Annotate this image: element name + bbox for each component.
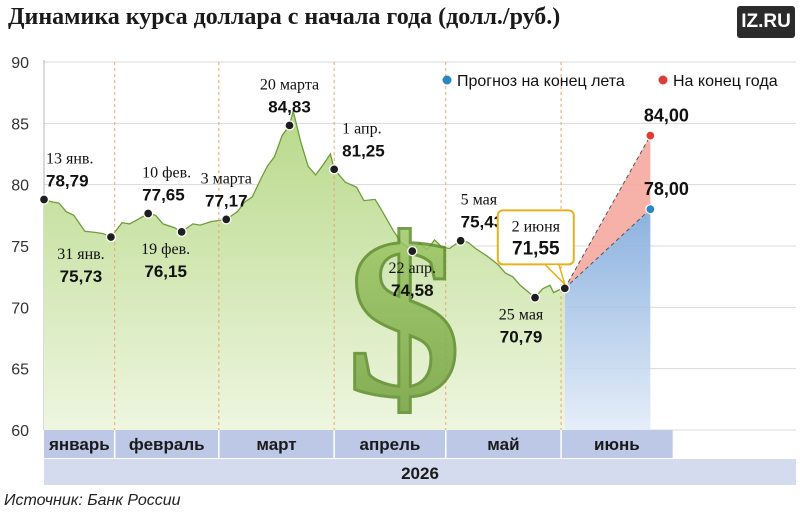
y-tick-label: 80 (11, 178, 29, 195)
data-label-date: 10 фев. (142, 164, 191, 181)
year-cell (44, 459, 796, 485)
month-cell (561, 430, 673, 458)
y-tick-label: 85 (11, 116, 29, 133)
month-cell (334, 430, 446, 458)
forecast-year-point (645, 130, 656, 141)
data-point (407, 246, 418, 257)
data-point (455, 235, 466, 246)
forecast-summer-line (564, 208, 651, 289)
data-point (329, 164, 340, 175)
callout-box (496, 209, 575, 266)
legend-label-year: На конец года (673, 73, 778, 90)
month-label: апрель (360, 435, 421, 454)
year-label: 2026 (401, 464, 439, 483)
data-label-date: 25 мая (499, 307, 544, 324)
source-note: Источник: Банк России (4, 492, 181, 509)
month-separators (114, 62, 562, 430)
y-axis: 60 65 70 75 80 85 90 (11, 55, 45, 440)
data-label-value: 71,55 (512, 238, 560, 259)
month-label: январь (48, 435, 110, 454)
month-label: февраль (129, 435, 205, 454)
month-label: июнь (594, 435, 640, 454)
legend: Прогноз на конец лета На конец года (442, 73, 778, 90)
data-label-value: 76,15 (144, 262, 187, 281)
callout-pointer (542, 263, 566, 285)
data-label-value: 84,83 (268, 97, 311, 116)
data-label-value: 77,65 (142, 185, 185, 204)
month-cell (114, 430, 219, 458)
rate-line (43, 110, 565, 299)
data-point (221, 214, 232, 225)
data-point (176, 226, 187, 238)
chart-title: Динамика курса доллара с начала года (до… (8, 4, 561, 30)
legend-marker-year (658, 75, 668, 85)
forecast (564, 135, 651, 430)
month-label: март (256, 435, 296, 454)
data-label-date: 3 марта (201, 170, 252, 187)
y-tick-label: 75 (11, 239, 29, 256)
izru-logo[interactable]: IZ.RU (737, 6, 795, 38)
forecast-summer-value: 78,00 (644, 179, 689, 199)
data-label-date: 19 фев. (141, 241, 190, 258)
data-label-value: 75,43 (461, 213, 504, 232)
data-point (284, 120, 295, 131)
dollar-sign-icon: $ (345, 189, 463, 447)
data-labels: 78,00 84,00 13 янв. 78,79 31 янв. 75,73 10 фев… (46, 76, 689, 346)
y-tick-label: 70 (11, 300, 29, 317)
data-label-date: 20 марта (260, 76, 319, 93)
y-tick-label: 60 (11, 423, 29, 440)
data-point (105, 231, 117, 243)
x-axis: январь февраль март апрель май июнь 2026 (44, 430, 796, 485)
data-label-value: 78,79 (46, 172, 89, 191)
data-label-value: 77,17 (205, 191, 248, 210)
data-point (559, 283, 570, 294)
legend-label-summer: Прогноз на конец лета (457, 73, 625, 90)
forecast-summer-point (645, 204, 656, 215)
data-label-value: 74,58 (391, 281, 434, 300)
data-point (143, 208, 154, 219)
data-point (38, 194, 50, 205)
legend-marker-summer (442, 75, 452, 85)
month-cell (44, 430, 115, 458)
data-label-date: 5 мая (461, 192, 498, 209)
data-label-value: 75,73 (60, 267, 103, 286)
y-tick-label: 90 (11, 55, 29, 72)
rate-area (43, 110, 565, 430)
data-point (529, 292, 541, 303)
data-label-date: 13 янв. (46, 151, 93, 168)
forecast-year-line (564, 135, 651, 289)
y-tick-label: 65 (11, 362, 29, 379)
data-label-value: 81,25 (342, 141, 385, 160)
data-label-date: 1 апр. (342, 120, 381, 137)
forecast-year-value: 84,00 (644, 106, 689, 126)
data-label-value: 70,79 (500, 328, 543, 347)
month-cell (218, 430, 335, 458)
data-label-date: 31 янв. (57, 246, 104, 263)
data-label-date: 22 апр. (389, 260, 436, 277)
month-cell (445, 430, 562, 458)
month-label: май (487, 435, 519, 454)
forecast-summer-area (564, 209, 651, 430)
rate-area-fill (44, 111, 565, 430)
data-label-date: 2 июня (512, 218, 561, 235)
data-points (38, 120, 656, 303)
svg-text:$: $ (347, 190, 462, 445)
